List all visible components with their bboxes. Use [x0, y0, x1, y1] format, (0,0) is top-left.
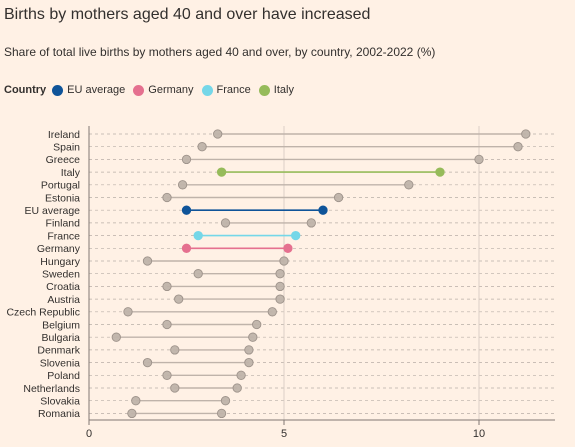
legend-swatch-italy — [258, 84, 270, 96]
chart-subtitle: Share of total live births by mothers ag… — [4, 45, 436, 59]
dot-2002-eu-average — [181, 205, 192, 215]
dot-2002-france — [193, 230, 203, 241]
dot-2022-croatia — [275, 281, 285, 292]
dot-2002-belgium — [162, 319, 172, 330]
dot-2002-austria — [174, 294, 184, 304]
dot-2002-bulgaria — [111, 332, 121, 342]
legend-item-france[interactable]: France — [201, 84, 251, 96]
dot-2002-romania — [127, 408, 137, 419]
x-tick-label-0: 0 — [86, 428, 92, 440]
category-label-spain: Spain — [53, 142, 80, 154]
category-label-belgium: Belgium — [42, 319, 80, 331]
legend-label-italy: Italy — [273, 84, 294, 96]
dot-2022-sweden — [275, 269, 285, 279]
dot-2002-portugal — [177, 180, 188, 190]
dot-2022-slovakia — [220, 396, 231, 406]
dot-2002-spain — [197, 142, 207, 152]
category-label-finland: Finland — [46, 218, 81, 230]
dot-2022-portugal — [404, 180, 414, 190]
category-label-slovakia: Slovakia — [40, 396, 80, 408]
dot-2002-slovakia — [131, 396, 141, 406]
legend-swatch-germany — [133, 84, 145, 96]
dot-2002-denmark — [170, 345, 180, 355]
category-label-germany: Germany — [37, 243, 81, 255]
legend-label-france: France — [216, 84, 251, 96]
dot-2022-czech-republic — [267, 307, 277, 317]
dot-2022-ireland — [521, 129, 531, 139]
dot-2022-austria — [275, 294, 285, 304]
dot-2022-spain — [513, 142, 523, 152]
category-label-slovenia: Slovenia — [40, 357, 80, 369]
dot-2022-denmark — [244, 345, 254, 355]
category-label-croatia: Croatia — [46, 281, 80, 293]
legend-item-germany[interactable]: Germany — [133, 84, 194, 96]
category-label-italy: Italy — [61, 167, 81, 179]
category-label-hungary: Hungary — [40, 256, 80, 268]
dot-2002-germany — [181, 243, 192, 253]
x-tick-label-5: 5 — [281, 428, 287, 440]
category-label-czech-republic: Czech Republic — [6, 307, 80, 319]
dot-2022-netherlands — [232, 383, 242, 393]
dot-2022-slovenia — [244, 357, 254, 368]
category-label-bulgaria: Bulgaria — [41, 332, 80, 344]
legend-item-eu-average[interactable]: EU average — [52, 84, 125, 96]
legend-label-germany: Germany — [148, 84, 194, 96]
dot-2022-estonia — [333, 192, 344, 203]
x-tick-label-10: 10 — [473, 428, 485, 440]
category-label-greece: Greece — [46, 154, 81, 166]
category-label-netherlands: Netherlands — [23, 383, 80, 395]
legend-item-italy[interactable]: Italy — [258, 84, 294, 96]
category-label-ireland: Ireland — [48, 129, 80, 141]
category-label-france: France — [47, 230, 80, 242]
dot-2002-estonia — [162, 192, 172, 203]
legend-swatch-france — [201, 84, 213, 96]
legend-label-eu-average: EU average — [67, 84, 126, 96]
category-label-estonia: Estonia — [45, 192, 80, 204]
dot-2002-slovenia — [142, 357, 153, 368]
dot-2002-croatia — [162, 281, 172, 292]
dot-2022-greece — [474, 154, 484, 165]
dot-2022-belgium — [252, 319, 262, 330]
category-label-portugal: Portugal — [41, 180, 80, 192]
dot-2002-czech-republic — [123, 307, 133, 317]
dot-2022-finland — [306, 218, 316, 228]
legend-title: Country — [4, 84, 47, 96]
dot-2002-finland — [220, 218, 231, 228]
dot-2002-ireland — [213, 129, 223, 139]
dot-2022-eu-average — [318, 205, 328, 215]
category-label-austria: Austria — [47, 294, 80, 306]
dot-2022-hungary — [279, 256, 289, 266]
dot-2022-poland — [236, 370, 246, 380]
category-label-sweden: Sweden — [42, 269, 80, 281]
dot-2022-bulgaria — [248, 332, 258, 342]
legend-swatch-eu-average — [52, 84, 64, 96]
legend: Country EU average Germany France Italy — [4, 84, 302, 96]
dot-2022-romania — [216, 408, 227, 419]
chart-title: Births by mothers aged 40 and over have … — [4, 6, 371, 23]
dot-2002-poland — [162, 370, 172, 380]
dot-2002-italy — [216, 167, 227, 177]
dot-2002-hungary — [142, 256, 153, 266]
dot-2022-france — [291, 230, 301, 241]
category-label-denmark: Denmark — [37, 345, 80, 357]
dot-2022-germany — [283, 243, 293, 253]
dot-2022-italy — [435, 167, 445, 177]
dot-2002-greece — [181, 154, 192, 165]
dot-2002-sweden — [193, 269, 203, 279]
category-label-eu-average: EU average — [25, 205, 81, 217]
category-label-romania: Romania — [38, 408, 80, 420]
dot-2002-netherlands — [170, 383, 180, 393]
category-label-poland: Poland — [47, 370, 80, 382]
